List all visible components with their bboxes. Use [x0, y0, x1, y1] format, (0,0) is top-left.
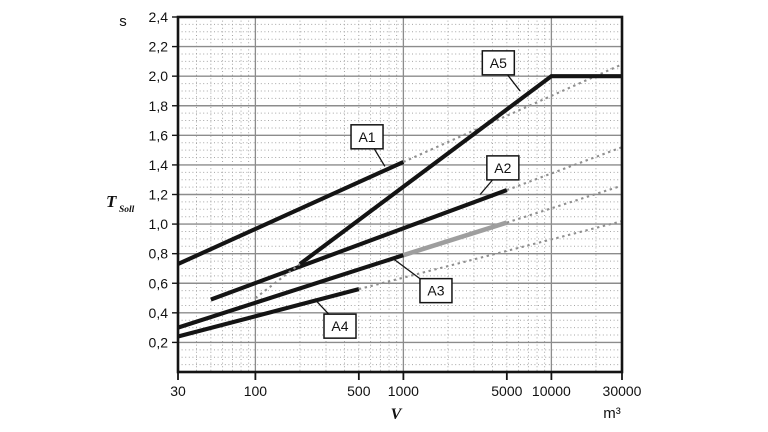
y-tick-label: 1,2 — [149, 187, 169, 203]
line-A3-solid-gray — [402, 220, 508, 258]
line-A4-solid — [177, 287, 360, 339]
y-unit-label: s — [119, 13, 127, 30]
line-A2-solid — [210, 188, 508, 302]
annotation-box-A3 — [419, 277, 453, 304]
x-tick-label: 10000 — [532, 383, 571, 399]
x-tick-label: 500 — [347, 383, 371, 399]
axis-ticks — [172, 16, 623, 380]
series-lines — [177, 63, 623, 339]
y-tick-label: 1,6 — [149, 127, 169, 143]
line-A5-solid — [298, 74, 622, 266]
annotation-label-A4: A4 — [331, 318, 348, 334]
annotation-box-A2 — [486, 155, 520, 181]
x-tick-label: 30 — [170, 383, 186, 399]
y-tick-label: 0,6 — [149, 275, 169, 291]
y-tick-label: 2,0 — [149, 68, 169, 84]
annotations: A1 A2 A3 A4 A5 — [314, 50, 521, 339]
y-tick-label: 1,4 — [149, 157, 169, 173]
y-tick-labels: 0,2 0,4 0,6 0,8 1,0 1,2 1,4 1,6 1,8 2,0 2,2 2,4 — [149, 9, 169, 350]
line-A2-dotted — [506, 146, 623, 192]
annotation-label-A5: A5 — [490, 55, 507, 71]
y-tick-label: 0,2 — [149, 334, 169, 350]
annotation-box-A4 — [323, 313, 357, 339]
line-A3-dotted — [506, 184, 623, 224]
annotation-box-A1 — [350, 124, 384, 150]
y-axis-title: T — [106, 192, 117, 211]
annotation-label-A2: A2 — [494, 160, 511, 176]
y-tick-label: 0,4 — [149, 305, 169, 321]
y-axis-title-subscript: Soll — [119, 205, 135, 215]
y-tick-label: 2,2 — [149, 39, 169, 55]
line-A1-dotted — [402, 63, 623, 163]
annotation-label-A1: A1 — [358, 129, 375, 145]
x-tick-label: 5000 — [491, 383, 522, 399]
x-tick-labels: 30 100 500 1000 5000 10000 30000 — [170, 383, 641, 399]
annotation-box-A5 — [481, 50, 516, 76]
y-tick-label: 2,4 — [149, 9, 169, 25]
x-tick-label: 100 — [244, 383, 268, 399]
y-tick-label: 1,0 — [149, 216, 169, 232]
line-A1-solid — [177, 160, 405, 266]
y-tick-label: 1,8 — [149, 98, 169, 114]
x-unit-label: m³ — [603, 405, 621, 422]
x-tick-label: 30000 — [603, 383, 642, 399]
x-tick-label: 1000 — [388, 383, 419, 399]
line-A3-solid — [177, 253, 405, 330]
annotation-label-A3: A3 — [427, 283, 444, 299]
x-axis-title: V — [391, 406, 403, 423]
axis-labels: s T Soll V m³ — [106, 13, 621, 423]
y-tick-label: 0,8 — [149, 246, 169, 262]
